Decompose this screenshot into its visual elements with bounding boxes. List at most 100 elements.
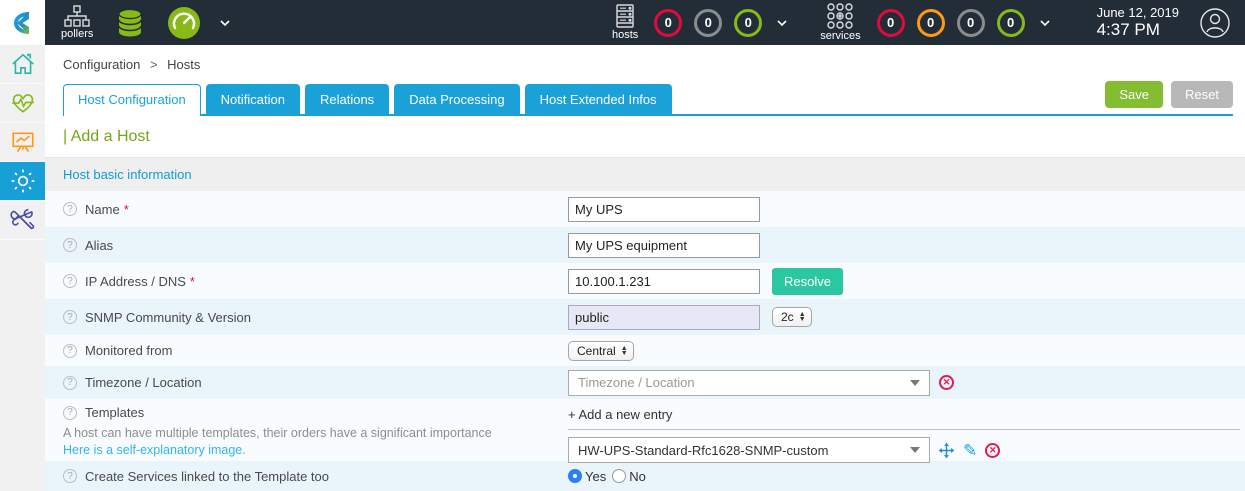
template-edit-icon[interactable]: ✎ — [963, 440, 978, 460]
services-details-chevron[interactable] — [1039, 19, 1051, 27]
hosts-details-chevron[interactable] — [776, 19, 788, 27]
create-services-no-radio[interactable] — [612, 469, 627, 483]
template-select[interactable]: HW-UPS-Standard-Rfc1628-SNMP-custom — [568, 437, 930, 463]
monitored-from-value: Central — [577, 343, 616, 358]
hosts-icon — [616, 4, 634, 28]
form-row-alias: ? Alias — [45, 227, 1245, 263]
top-bar: pollers — [0, 0, 1245, 45]
user-menu[interactable] — [1199, 7, 1231, 39]
hosts-menu[interactable]: hosts — [612, 4, 638, 41]
breadcrumb-hosts[interactable]: Hosts — [167, 57, 201, 72]
hosts-label: hosts — [611, 29, 639, 41]
required-asterisk: * — [189, 273, 195, 289]
hosts-up-count: 0 — [744, 15, 752, 30]
hosts-down-count: 0 — [664, 15, 672, 30]
tab-notification[interactable]: Notification — [205, 84, 300, 114]
form-row-templates: ? Templates A host can have multiple tem… — [45, 399, 1245, 463]
help-icon[interactable]: ? — [63, 405, 77, 420]
breadcrumb: Configuration > Hosts — [45, 45, 1245, 81]
services-unknown-badge[interactable]: 0 — [956, 8, 985, 37]
sidebar-item-reporting[interactable] — [0, 123, 45, 162]
top-bar-inner: pollers — [45, 0, 1245, 45]
pollers-menu[interactable]: pollers — [61, 5, 93, 40]
template-delete-icon[interactable]: ✕ — [985, 442, 1001, 458]
help-icon[interactable]: ? — [63, 310, 77, 324]
timezone-placeholder: Timezone / Location — [578, 375, 695, 390]
current-date: June 12, 2019 — [1096, 5, 1179, 20]
host-form: ? Name * ? Alias — [45, 191, 1245, 491]
snmp-label-cell: ? SNMP Community & Version — [45, 310, 568, 325]
templates-help-link[interactable]: Here is a self-explanatory image. — [63, 442, 246, 457]
template-move-icon[interactable] — [938, 442, 955, 459]
snmp-label: SNMP Community & Version — [85, 309, 251, 325]
add-new-entry-link[interactable]: + Add a new entry — [568, 407, 673, 422]
dropdown-caret-icon — [910, 379, 920, 386]
hosts-unreachable-count: 0 — [704, 15, 712, 30]
services-critical-badge[interactable]: 0 — [876, 8, 905, 37]
sidebar — [0, 45, 45, 491]
sidebar-item-administration[interactable] — [0, 201, 45, 240]
services-icon — [827, 3, 854, 29]
tab-host-extended-infos[interactable]: Host Extended Infos — [524, 84, 672, 114]
reset-button[interactable]: Reset — [1171, 81, 1233, 108]
resolve-button[interactable]: Resolve — [772, 267, 843, 295]
page-title: | Add a Host — [63, 128, 150, 145]
gauge-status[interactable] — [167, 6, 201, 40]
hosts-down-badge[interactable]: 0 — [654, 8, 683, 37]
snmp-version-select[interactable]: 2c ▲ ▼ — [772, 307, 812, 327]
centreon-logo[interactable] — [0, 0, 45, 45]
alias-label: Alias — [85, 237, 114, 253]
help-icon[interactable]: ? — [63, 274, 77, 288]
snmp-community-input[interactable] — [568, 304, 760, 330]
name-label: Name — [85, 201, 120, 217]
name-label-cell: ? Name * — [45, 202, 568, 217]
user-avatar-icon — [1200, 7, 1230, 38]
help-icon[interactable]: ? — [63, 238, 77, 252]
help-icon[interactable]: ? — [63, 375, 77, 390]
tab-data-processing[interactable]: Data Processing — [394, 84, 520, 114]
hosts-unreachable-badge[interactable]: 0 — [694, 8, 723, 37]
alias-input[interactable] — [568, 232, 760, 258]
create-services-yes-label: Yes — [585, 468, 607, 484]
name-input[interactable] — [568, 196, 760, 222]
form-row-monitored-from: ? Monitored from Central ▲ ▼ — [45, 335, 1245, 366]
save-button[interactable]: Save — [1105, 81, 1164, 108]
timezone-label: Timezone / Location — [85, 375, 202, 390]
add-entry-row: + Add a new entry — [568, 405, 1240, 430]
monitored-from-label: Monitored from — [85, 343, 173, 358]
templates-label-cell: ? Templates A host can have multiple tem… — [45, 405, 568, 458]
services-menu[interactable]: services — [820, 3, 861, 42]
services-unknown-count: 0 — [966, 15, 975, 30]
timezone-clear-icon[interactable]: ✕ — [939, 375, 954, 390]
help-icon[interactable]: ? — [63, 469, 77, 483]
help-icon[interactable]: ? — [63, 343, 77, 358]
services-label: services — [820, 30, 861, 42]
timezone-select[interactable]: Timezone / Location — [568, 369, 930, 396]
hosts-up-badge[interactable]: 0 — [734, 8, 763, 37]
database-status[interactable] — [113, 6, 147, 40]
monitored-from-select[interactable]: Central ▲ ▼ — [568, 340, 634, 361]
current-time: 4:37 PM — [1096, 20, 1160, 39]
tab-host-configuration[interactable]: Host Configuration — [63, 84, 201, 116]
chart-easel-icon — [11, 132, 34, 153]
sidebar-item-configuration[interactable] — [0, 162, 45, 201]
create-services-yes-radio[interactable] — [568, 469, 582, 483]
breadcrumb-configuration[interactable]: Configuration — [63, 57, 141, 72]
ip-input[interactable] — [568, 268, 760, 294]
sidebar-item-monitoring[interactable] — [0, 84, 45, 123]
sidebar-item-home[interactable] — [0, 45, 45, 84]
ip-label-cell: ? IP Address / DNS * — [45, 274, 568, 289]
create-services-label-cell: ? Create Services linked to the Template… — [45, 469, 568, 484]
services-warning-count: 0 — [926, 15, 935, 30]
template-selected-value: HW-UPS-Standard-Rfc1628-SNMP-custom — [578, 442, 829, 458]
templates-label: Templates — [85, 405, 145, 420]
hosts-status-group: hosts 0 0 0 — [602, 4, 796, 41]
services-ok-badge[interactable]: 0 — [996, 8, 1025, 37]
gear-icon — [11, 169, 34, 193]
tab-bar: Host Configuration Notification Relation… — [63, 81, 1233, 116]
tab-relations[interactable]: Relations — [304, 84, 390, 114]
services-warning-badge[interactable]: 0 — [916, 8, 945, 37]
help-icon[interactable]: ? — [63, 202, 77, 216]
poller-details-chevron[interactable] — [219, 19, 231, 27]
